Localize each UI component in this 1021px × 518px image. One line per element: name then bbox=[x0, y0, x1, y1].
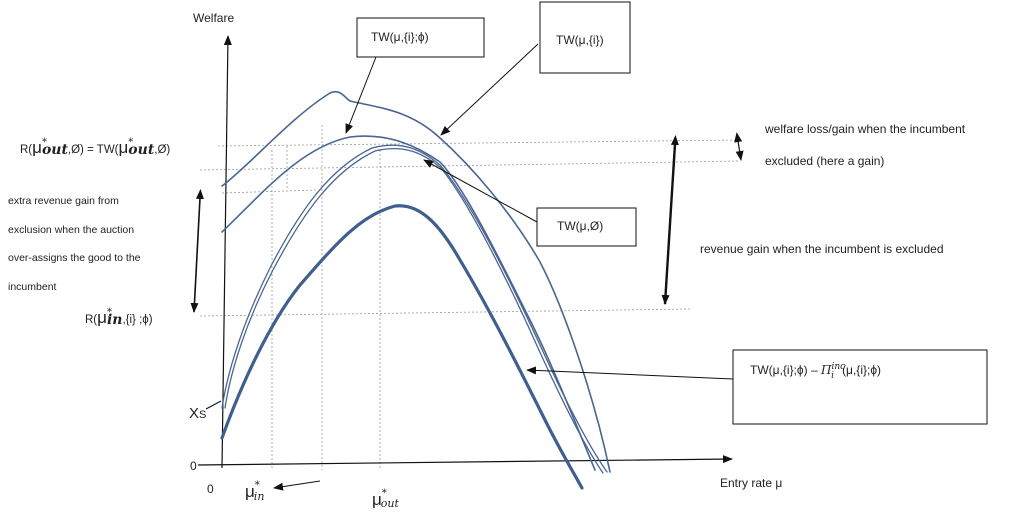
welfare-loss-line1: welfare loss/gain when the incumbent bbox=[764, 122, 966, 136]
xs-label: XS bbox=[189, 405, 206, 422]
y-axis-label: Welfare bbox=[193, 11, 234, 25]
tw-minus-pi: Π bbox=[820, 363, 832, 377]
extra-revenue-text: extra revenue gain from exclusion when t… bbox=[8, 195, 141, 293]
origin-label: 0 bbox=[207, 482, 214, 496]
r-in-label: R(μ*in,{i} ;ϕ) bbox=[85, 307, 153, 328]
guide-h-r-in bbox=[200, 309, 690, 316]
r-out-sub-1: out bbox=[42, 142, 69, 158]
welfare-loss-line2: excluded (here a gain) bbox=[765, 154, 884, 168]
r-out-mu-1: μ bbox=[32, 138, 42, 157]
r-out-mid: ,Ø) = TW( bbox=[68, 144, 119, 156]
guide-lines bbox=[200, 125, 740, 470]
curve-tw-minus-profit bbox=[222, 206, 582, 488]
callout-mu-in bbox=[274, 481, 320, 488]
tw-minus-pi-sub: i bbox=[831, 371, 834, 381]
callout-arrows bbox=[206, 44, 733, 488]
curves bbox=[222, 92, 610, 488]
extra-revenue-line: incumbent bbox=[8, 281, 57, 293]
guide-h-upper bbox=[222, 190, 318, 193]
r-out-sub-2: out bbox=[128, 142, 155, 158]
tw-minus-suffix: (μ,{i};ϕ) bbox=[842, 363, 881, 377]
r-in-suffix: ,{i} ;ϕ) bbox=[122, 314, 152, 326]
range-arrows bbox=[194, 141, 741, 312]
label-boxes bbox=[357, 2, 987, 424]
mu-out-label: μ* out bbox=[372, 488, 400, 510]
r-out-suffix: ,Ø) bbox=[154, 144, 170, 156]
callout-xs bbox=[206, 401, 221, 409]
tw-minus-prefix: TW(μ,{i};ϕ) – bbox=[750, 363, 821, 377]
zero-tick-label: 0 bbox=[190, 459, 197, 473]
extra-revenue-line: exclusion when the auction bbox=[8, 224, 134, 236]
x-axis bbox=[198, 459, 732, 465]
callout-tw-i bbox=[441, 44, 538, 135]
box-tw-minus bbox=[733, 350, 987, 424]
box-tw-i-phi-text: TW(μ,{i};ϕ) bbox=[371, 30, 429, 44]
callout-tw-minus bbox=[527, 370, 733, 379]
r-out-label: R(μ*out,Ø) = TW(μ*out,Ø) bbox=[20, 137, 170, 158]
box-tw-i-text: TW(μ,{i}) bbox=[556, 33, 604, 47]
xs-main: X bbox=[189, 405, 199, 422]
callout-tw-empty bbox=[424, 160, 537, 222]
curve-tw-empty-outer bbox=[222, 145, 607, 472]
r-in-mu: μ bbox=[97, 308, 107, 327]
box-tw-empty-text: TW(μ,Ø) bbox=[557, 219, 603, 233]
curve-tw-i-phi bbox=[222, 136, 595, 470]
extra-revenue-line: extra revenue gain from bbox=[8, 195, 119, 207]
revenue-gain-text: revenue gain when the incumbent is exclu… bbox=[700, 242, 944, 256]
r-out-mu-2: μ bbox=[119, 138, 129, 157]
arrow-revenue-gain bbox=[665, 144, 675, 304]
r-in-sub: in bbox=[107, 312, 123, 328]
x-axis-label: Entry rate μ bbox=[720, 476, 782, 490]
r-in-prefix: R( bbox=[85, 314, 97, 326]
arrow-extra-revenue bbox=[194, 198, 200, 312]
xs-sub: S bbox=[199, 409, 206, 421]
callout-tw-i-phi bbox=[346, 57, 376, 133]
mu-out-sub: out bbox=[381, 497, 400, 510]
arrow-welfare-loss bbox=[738, 141, 741, 160]
guide-h-r-out bbox=[218, 140, 740, 146]
r-out-prefix: R( bbox=[20, 144, 32, 156]
mu-in-sub: in bbox=[254, 490, 265, 503]
extra-revenue-line: over-assigns the good to the bbox=[8, 252, 141, 264]
mu-in-label: μ* in bbox=[245, 480, 264, 503]
